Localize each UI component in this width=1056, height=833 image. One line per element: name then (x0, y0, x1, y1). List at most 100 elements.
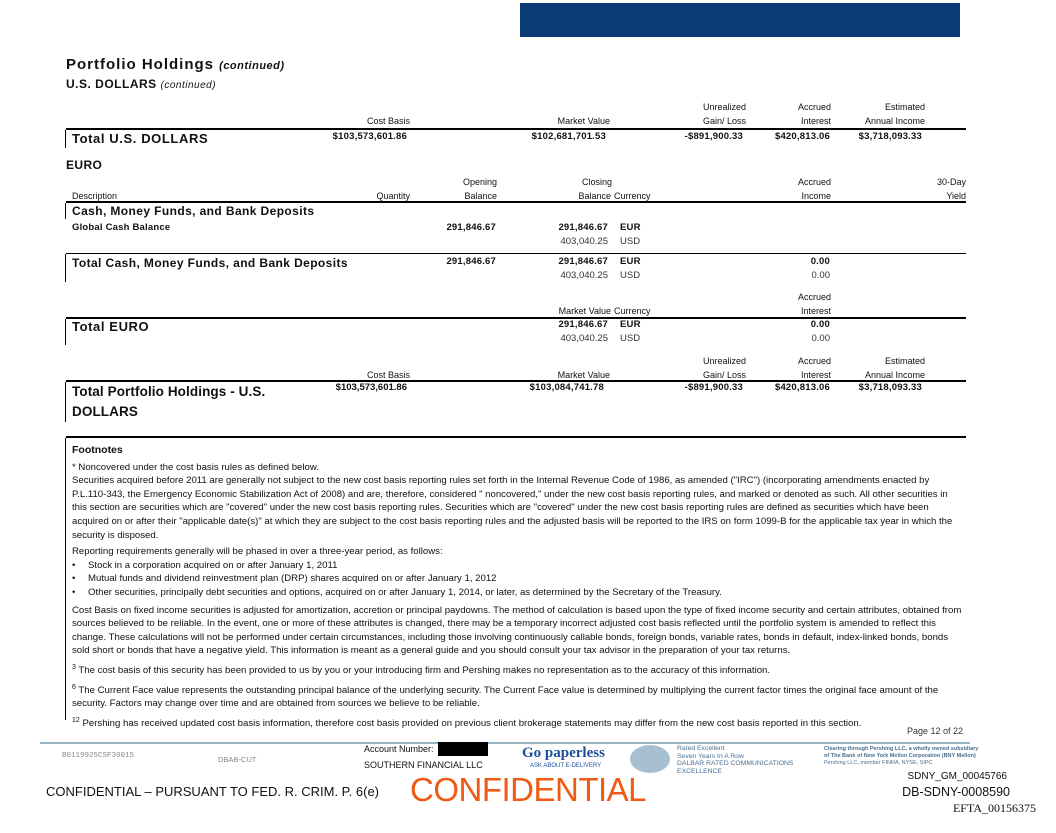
divider (66, 380, 966, 382)
clearing-text: Clearing through Pershing LLC, a wholly … (824, 746, 978, 767)
col-header: Description (72, 191, 118, 201)
footnote-mark: 6 (72, 683, 76, 691)
page-title: Portfolio Holdings (continued) (66, 56, 285, 73)
col-header: Cost Basis (366, 370, 410, 380)
col-header: Gain/ Loss (702, 116, 746, 126)
portfolio-cost-basis: $103,573,601.86 (335, 382, 407, 393)
phase-list: Stock in a corporation acquired on or af… (72, 559, 964, 600)
col-header: Annual Income (864, 116, 925, 126)
footnote-text: The Current Face value represents the ou… (72, 684, 939, 710)
section-total-accrued-usd: 0.00 (811, 270, 831, 281)
dalbar-text: Rated Excellent Seven Years In A Row DALBA… (677, 745, 793, 775)
section-total-currency: EUR (620, 256, 641, 267)
total-euro-accrued: 0.00 (810, 319, 830, 330)
col-header: Estimated (884, 356, 925, 366)
col-header: Gain/ Loss (702, 370, 746, 380)
subtitle-text: U.S. DOLLARS (66, 77, 157, 91)
total-accrued-interest: $420,813.06 (774, 131, 830, 142)
col-header: Closing (582, 177, 613, 187)
total-euro-label: Total EURO (72, 319, 150, 334)
dbab-code: DBAB-CUT (218, 755, 257, 764)
list-item: Mutual funds and dividend reinvestment p… (72, 572, 964, 586)
col-header: Quantity (376, 191, 410, 201)
col-header: Market Value (558, 306, 611, 316)
divider (66, 201, 966, 203)
redaction (438, 742, 488, 756)
divider (65, 130, 66, 148)
dalbar-line: EXCELLENCE (677, 767, 722, 775)
col-header: Income (801, 191, 831, 201)
section-heading: Cash, Money Funds, and Bank Deposits (72, 204, 315, 218)
firm-name: SOUTHERN FINANCIAL LLC (364, 760, 483, 770)
footnote-mark: 3 (72, 663, 76, 671)
row-description: Global Cash Balance (72, 222, 171, 233)
bates-number: DB-SDNY-0008590 (902, 785, 1010, 799)
bates-number: EFTA_00156375 (952, 801, 1036, 815)
row-opening: 291,846.67 (446, 222, 496, 233)
total-euro-currency-usd: USD (620, 333, 641, 344)
footnote: Securities acquired before 2011 are gene… (72, 475, 953, 541)
col-header: Opening (462, 177, 497, 187)
footnote: Cost Basis on fixed income securities is… (72, 604, 962, 657)
footnotes-title: Footnotes (72, 444, 123, 456)
col-header: Interest (800, 370, 831, 380)
footnote: * Noncovered under the cost basis rules … (72, 461, 319, 473)
row-currency: EUR (620, 222, 641, 233)
go-paperless-logo: Go paperless (522, 745, 605, 761)
divider (65, 319, 66, 345)
divider (65, 438, 66, 720)
total-euro-currency: EUR (620, 319, 641, 330)
portfolio-gain-loss: -$891,900.33 (684, 382, 743, 393)
footnotes: Footnotes * Noncovered under the cost ba… (72, 444, 964, 734)
total-gain-loss: -$891,900.33 (684, 131, 743, 142)
col-header: Currency (614, 191, 651, 201)
section-total-closing: 291,846.67 (558, 256, 608, 267)
footnote-6: 6 The Current Face value represents the … (72, 681, 964, 711)
footnote-12: 12 Pershing has received updated cost ba… (72, 714, 964, 731)
col-header: Accrued (797, 102, 831, 112)
total-euro-market-value: 291,846.67 (558, 319, 608, 330)
total-cost-basis: $103,573,601.86 (332, 131, 407, 142)
document-code: B0119925CSF30015 (62, 752, 135, 760)
footnote-text: The cost basis of this security has been… (75, 665, 771, 677)
euro-heading: EURO (66, 158, 103, 172)
title-text: Portfolio Holdings (66, 56, 214, 73)
row-currency-usd: USD (620, 236, 641, 247)
col-header: Yield (946, 191, 966, 201)
page-number: Page 12 of 22 (906, 726, 963, 736)
clearing-line: of The Bank of New York Mellon Corporati… (824, 753, 976, 759)
subtitle: U.S. DOLLARS (continued) (66, 77, 216, 91)
col-header: Market Value (557, 116, 610, 126)
footnote-3: 3 The cost basis of this security has be… (72, 661, 964, 678)
col-header: Currency (614, 306, 651, 316)
section-total-label: Total Cash, Money Funds, and Bank Deposi… (72, 256, 348, 270)
divider (65, 382, 66, 422)
account-number-label: Account Number: (364, 744, 434, 754)
col-header: Balance (464, 191, 497, 201)
section-total-opening: 291,846.67 (446, 256, 496, 267)
row-closing-usd: 403,040.25 (560, 236, 608, 247)
section-total-currency-usd: USD (620, 270, 641, 281)
edelivery-text: ASK ABOUT E-DELIVERY (530, 763, 602, 769)
dalbar-line: Rated Excellent (677, 745, 725, 752)
col-header: Cost Basis (366, 116, 410, 126)
divider (66, 436, 966, 438)
clearing-line: Clearing through Pershing LLC, a wholly … (824, 746, 979, 752)
clearing-line: Pershing LLC, member FINRA, NYSE, SIPC (824, 760, 933, 766)
col-header: Unrealized (702, 102, 746, 112)
footer-divider (40, 742, 970, 744)
col-header: Annual Income (864, 370, 925, 380)
total-euro-accrued-usd: 0.00 (811, 333, 831, 344)
divider (66, 128, 966, 130)
header-bar (520, 3, 960, 37)
portfolio-annual-income: $3,718,093.33 (858, 382, 922, 393)
col-header: Interest (800, 116, 831, 126)
total-euro-market-value-usd: 403,040.25 (560, 333, 608, 344)
portfolio-market-value: $103,084,741.78 (529, 382, 604, 393)
col-header: Balance (578, 191, 611, 201)
portfolio-accrued-interest: $420,813.06 (774, 382, 830, 393)
total-annual-income: $3,718,093.33 (858, 131, 922, 142)
divider (66, 317, 966, 319)
bates-number: SDNY_GM_00045766 (907, 771, 1007, 782)
